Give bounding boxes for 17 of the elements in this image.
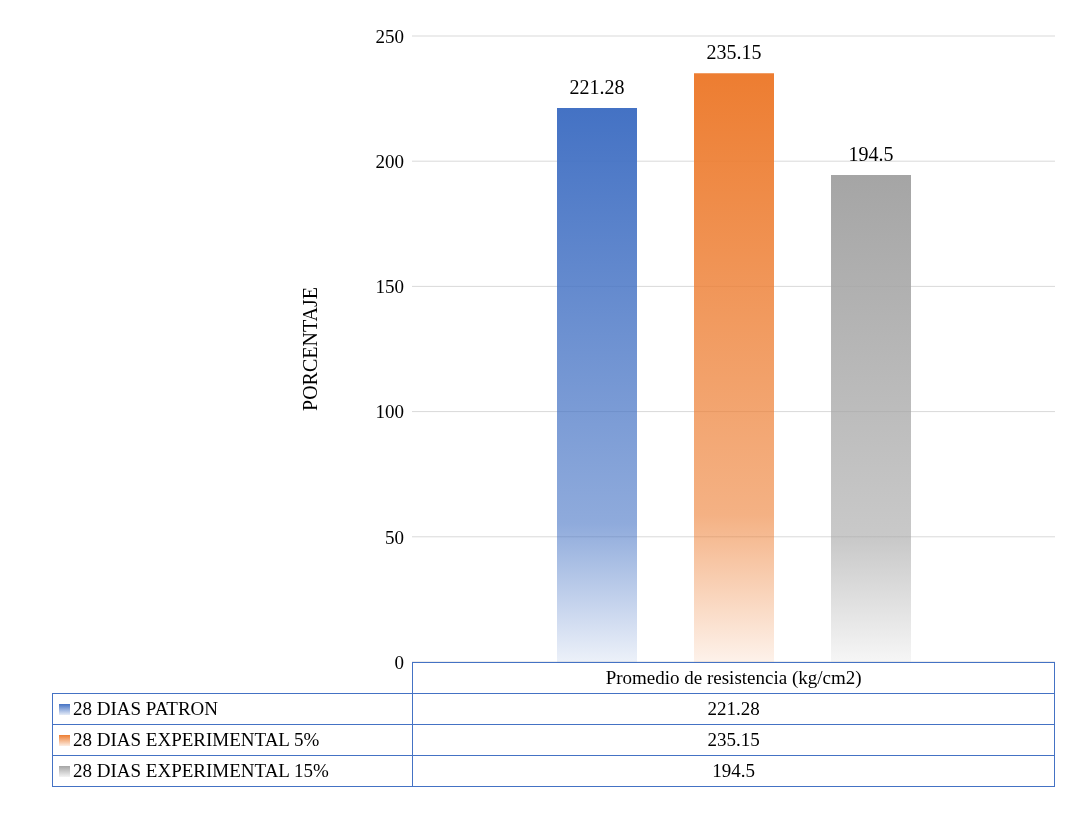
data-label: 235.15 [706,41,762,64]
legend-label: 28 DIAS EXPERIMENTAL 5% [52,724,413,756]
y-tick-label: 100 [375,401,404,423]
x-tick-label: Promedio de resistencia (kg/cm2) [412,662,1055,694]
data-label: 194.5 [848,142,894,165]
y-axis-title: PORCENTAJE [299,287,322,411]
text: 194.5 [712,760,755,781]
y-tick-label: 150 [375,276,404,298]
text: 221.28 [707,698,760,719]
y-tick-label: 50 [385,526,404,548]
legend-label: 28 DIAS EXPERIMENTAL 15% [52,755,413,787]
y-tick-label: 250 [375,25,404,47]
data-label: 221.28 [569,75,625,98]
y-tick-label: 200 [375,150,404,172]
y-tick-label: 0 [394,651,404,673]
legend-label: 28 DIAS PATRON [52,693,413,725]
text: 235.15 [707,729,760,750]
